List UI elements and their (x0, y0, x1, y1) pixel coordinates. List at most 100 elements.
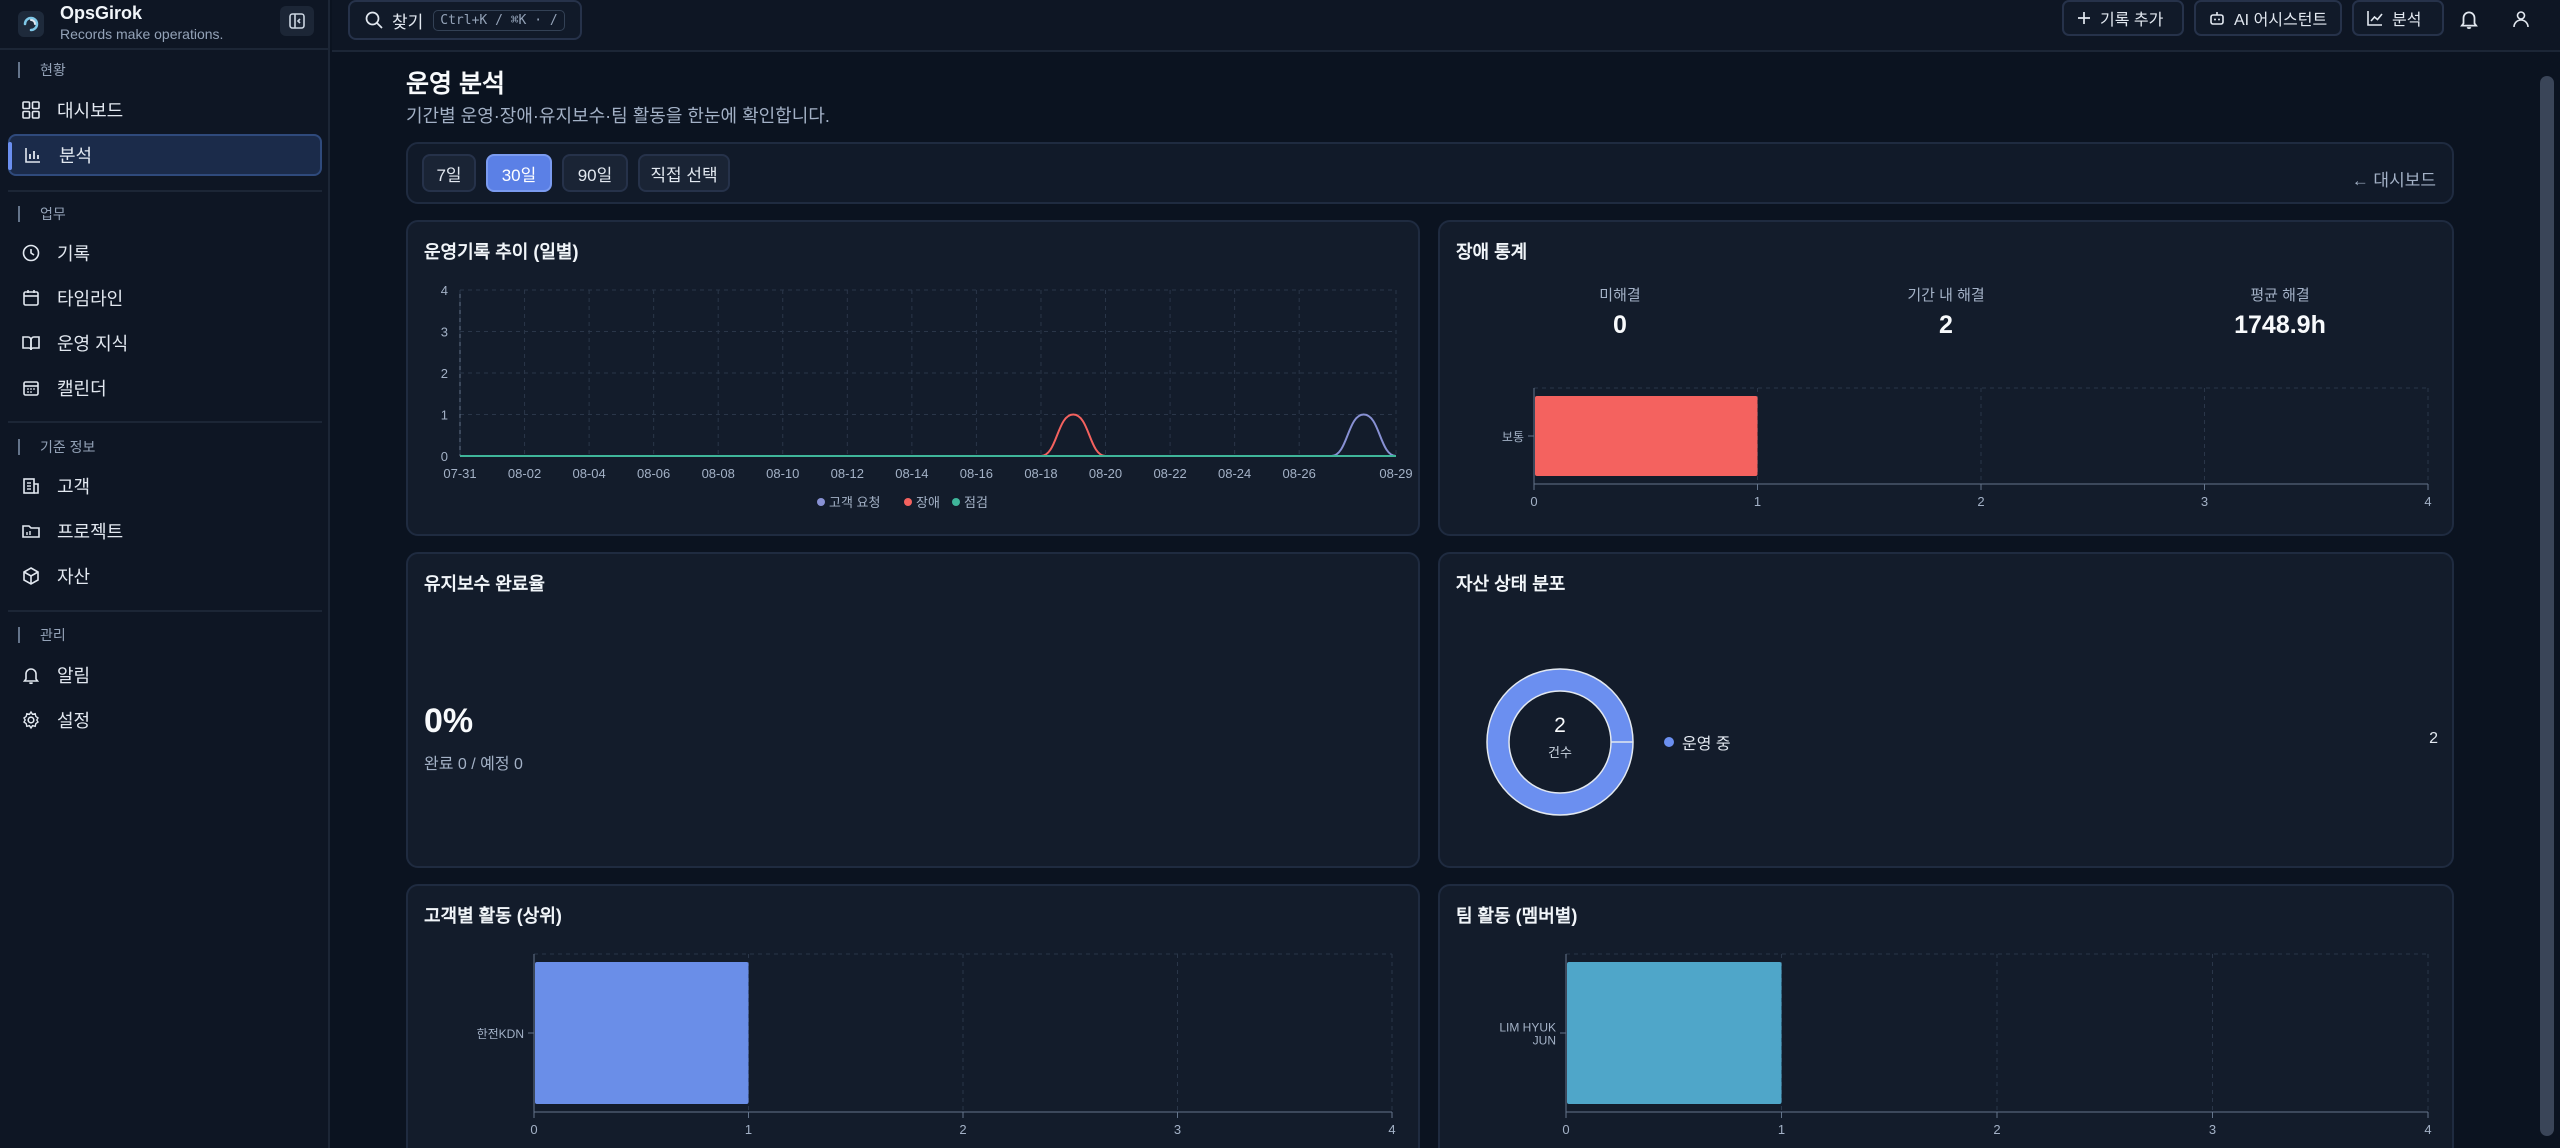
stat-avg-resolution: 평균 해결 1748.9h (2180, 284, 2380, 340)
dashboard-icon (20, 99, 42, 121)
sidebar-item-notifications[interactable]: 알림 (8, 654, 322, 696)
y-tick-label: 1 (441, 408, 448, 423)
legend-marker (817, 498, 825, 506)
search-button[interactable]: 찾기 Ctrl+K / ⌘K · / (348, 0, 582, 40)
x-tick-label: 2 (959, 1122, 966, 1137)
analysis-button[interactable]: 분석 (2352, 0, 2444, 36)
x-tick-label: 08-20 (1089, 466, 1122, 481)
book-icon (20, 332, 42, 354)
x-tick-label: 0 (1562, 1122, 1569, 1137)
sidebar-item-analysis[interactable]: 분석 (8, 134, 322, 176)
legend-marker (952, 498, 960, 506)
x-tick-label: 1 (745, 1122, 752, 1137)
x-tick-label: 08-14 (895, 466, 928, 481)
bell-icon[interactable] (2456, 6, 2482, 32)
plus-icon (2076, 10, 2092, 26)
trend-icon (2366, 9, 2384, 27)
y-tick-label: LIM HYUK (1499, 1021, 1556, 1035)
sidebar-item-customers[interactable]: 고객 (8, 465, 322, 507)
sidebar-item-calendar[interactable]: 캘린더 (8, 367, 322, 409)
sidebar-item-label: 고객 (57, 477, 91, 497)
range-30d-button[interactable]: 30일 (486, 154, 552, 192)
x-tick-label: 4 (2424, 494, 2431, 509)
panel-left-icon (289, 13, 305, 29)
donut-center-label: 건수 (1548, 745, 1572, 760)
sidebar-item-projects[interactable]: 프로젝트 (8, 510, 322, 552)
stat-label: 미해결 (1599, 287, 1641, 304)
team-card: 팀 활동 (멤버별) 0 1 2 3 4 LIM HYUK JUN (1438, 884, 2454, 1148)
stat-value: 1748.9h (2234, 311, 2326, 339)
sidebar-item-dashboard[interactable]: 대시보드 (8, 89, 322, 131)
range-90d-button[interactable]: 90일 (562, 154, 628, 192)
x-tick-label: 08-16 (960, 466, 993, 481)
scrollbar[interactable] (2532, 52, 2560, 1148)
card-title: 자산 상태 분포 (1456, 574, 1566, 594)
x-tick-label: 3 (1174, 1122, 1181, 1137)
user-icon[interactable] (2508, 6, 2534, 32)
legend-marker (904, 498, 912, 506)
stat-resolved: 기간 내 해결 2 (1846, 284, 2046, 340)
x-tick-label: 4 (2424, 1122, 2431, 1137)
stat-label: 기간 내 해결 (1907, 287, 1985, 304)
sidebar-item-knowledge[interactable]: 운영 지식 (8, 322, 322, 364)
bot-icon (2208, 9, 2226, 27)
card-title: 장애 통계 (1456, 242, 1528, 262)
card-title: 유지보수 완료율 (424, 574, 545, 594)
sidebar-item-label: 타임라인 (57, 289, 124, 309)
search-label: 찾기 (392, 12, 424, 32)
sidebar-item-records[interactable]: 기록 (8, 232, 322, 274)
card-title: 고객별 활동 (상위) (424, 906, 562, 926)
maintenance-card: 유지보수 완료율 0% 완료 0 / 예정 0 (406, 552, 1420, 868)
bell-icon (20, 664, 42, 686)
customer-chart: 0 1 2 3 4 한전KDN (477, 953, 1396, 1137)
x-tick-label: 08-12 (831, 466, 864, 481)
x-tick-label: 08-29 (1379, 466, 1412, 481)
stat-value: 0 (1613, 311, 1627, 339)
brand-tagline: Records make operations. (60, 26, 224, 42)
range-custom-button[interactable]: 직접 선택 (638, 154, 730, 192)
nav-section-work: 업무 (18, 206, 66, 222)
add-record-label: 기록 추가 (2100, 12, 2164, 29)
search-shortcut: Ctrl+K / ⌘K · / (433, 9, 565, 31)
gear-icon (20, 709, 42, 731)
stat-label: 평균 해결 (2250, 287, 2310, 304)
x-tick-label: 08-18 (1024, 466, 1057, 481)
add-record-button[interactable]: 기록 추가 (2062, 0, 2184, 36)
card-title: 팀 활동 (멤버별) (1456, 906, 1578, 926)
ai-assistant-button[interactable]: AI 어시스턴트 (2194, 0, 2342, 36)
incident-card: 장애 통계 미해결 0 기간 내 해결 2 평균 해결 1748.9h 0 1 2 3… (1438, 220, 2454, 536)
sidebar-item-assets[interactable]: 자산 (8, 555, 322, 597)
range-7d-button[interactable]: 7일 (422, 154, 476, 192)
sidebar-item-label: 분석 (59, 146, 93, 166)
x-tick-label: 1 (1778, 1122, 1785, 1137)
legend-label: 점검 (964, 495, 988, 510)
sidebar-item-settings[interactable]: 설정 (8, 699, 322, 741)
divider (8, 610, 322, 612)
customer-card: 고객별 활동 (상위) 0 1 2 3 4 한전KDN (406, 884, 1420, 1148)
x-tick-label: 08-24 (1218, 466, 1251, 481)
x-tick-label: 08-10 (766, 466, 799, 481)
brand-name: OpsGirok (60, 3, 143, 23)
x-tick-label: 08-26 (1283, 466, 1316, 481)
nav-section-status: 현황 (18, 62, 66, 78)
asset-donut-chart (1486, 668, 1634, 816)
nav-section-admin: 관리 (18, 627, 66, 643)
y-tick-label: JUN (1533, 1034, 1556, 1048)
bar (535, 962, 749, 1104)
sidebar-item-label: 설정 (57, 711, 91, 731)
y-tick-label: 4 (441, 283, 448, 298)
x-tick-label: 2 (1993, 1122, 2000, 1137)
legend-dot (1664, 737, 1674, 747)
brand[interactable]: OpsGirok Records make operations. (0, 0, 328, 50)
sidebar-item-timeline[interactable]: 타임라인 (8, 277, 322, 319)
x-tick-label: 2 (1977, 494, 1984, 509)
legend-label: 고객 요청 (829, 495, 880, 510)
maintenance-percent: 0% (424, 702, 474, 740)
card-title: 운영기록 추이 (일별) (424, 242, 579, 262)
sidebar-item-label: 운영 지식 (57, 334, 129, 354)
back-to-dashboard-link[interactable]: ← 대시보드 (2351, 171, 2436, 190)
incident-chart: 0 1 2 3 4 보통 (1502, 387, 2432, 509)
sidebar-collapse-button[interactable] (280, 6, 314, 36)
scroll-thumb[interactable] (2540, 76, 2554, 1136)
y-tick-label: 보통 (1502, 430, 1524, 444)
